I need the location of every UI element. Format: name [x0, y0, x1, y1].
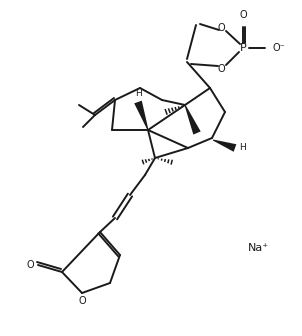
Text: O⁻: O⁻	[273, 43, 285, 53]
Text: O: O	[26, 260, 34, 270]
Text: Na⁺: Na⁺	[247, 243, 268, 253]
Polygon shape	[185, 105, 201, 135]
Text: O: O	[217, 23, 225, 33]
Text: O: O	[217, 64, 225, 74]
Text: O: O	[78, 296, 86, 306]
Polygon shape	[213, 139, 236, 152]
Text: P: P	[239, 43, 246, 53]
Text: O: O	[239, 10, 247, 20]
Polygon shape	[134, 101, 149, 130]
Text: H: H	[135, 89, 141, 98]
Text: H: H	[239, 143, 246, 153]
